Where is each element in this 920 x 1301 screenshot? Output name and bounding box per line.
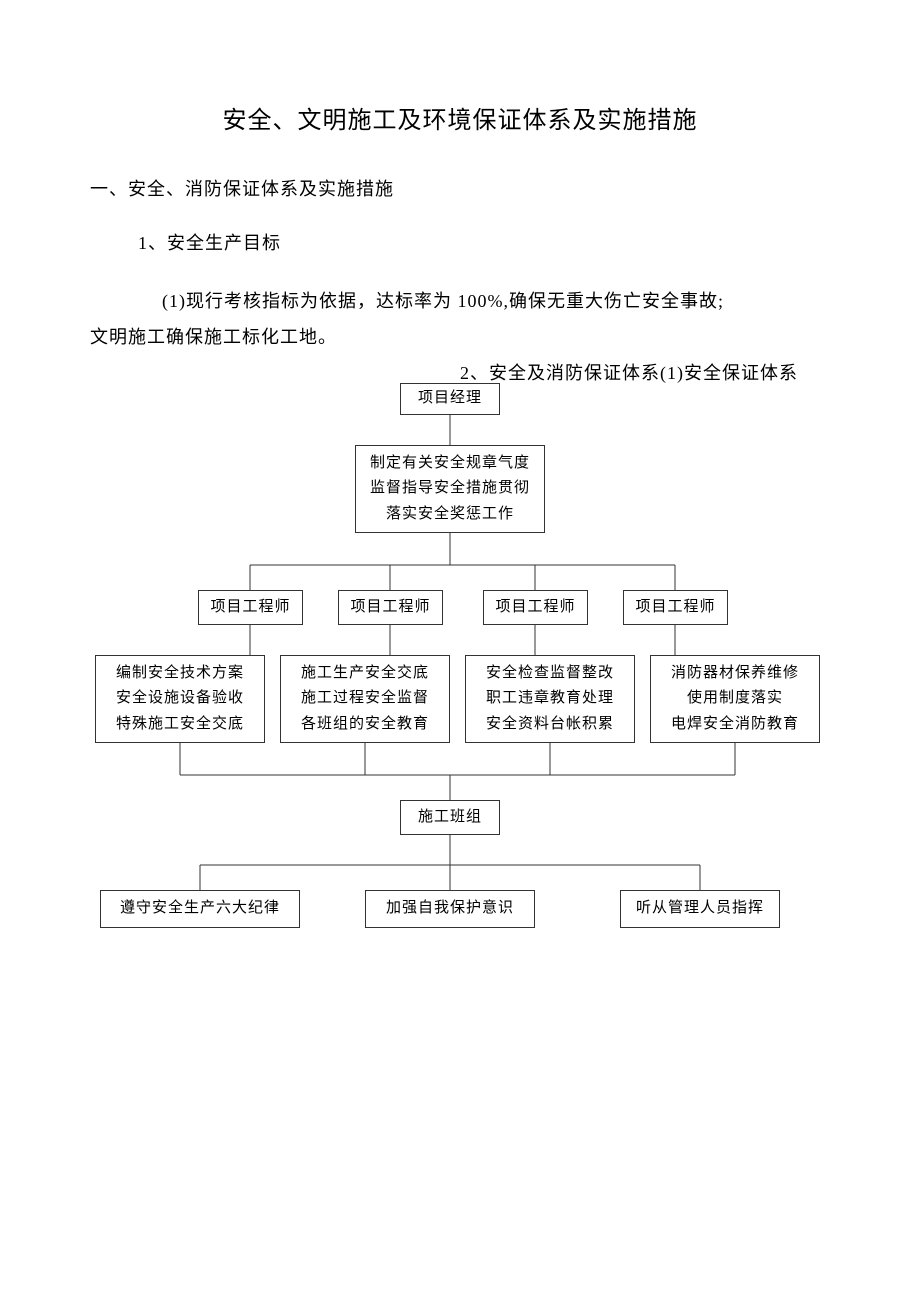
node-duty-3: 安全检查监督整改 职工违章教育处理 安全资料台帐积累 [465, 655, 635, 743]
node-label: 项目经理 [418, 386, 482, 412]
org-chart: 2、安全及消防保证体系(1)安全保证体系 [90, 365, 830, 1005]
node-label: 听从管理人员指挥 [636, 896, 764, 922]
node-duty-4: 消防器材保养维修 使用制度落实 电焊安全消防教育 [650, 655, 820, 743]
paragraph-1a: (1)现行考核指标为依据，达标率为 100%,确保无重大伤亡安全事故; [90, 283, 830, 319]
node-line: 各班组的安全教育 [301, 712, 429, 738]
node-engineer-4: 项目工程师 [623, 590, 728, 625]
node-engineer-3: 项目工程师 [483, 590, 588, 625]
node-team: 施工班组 [400, 800, 500, 835]
node-directives: 制定有关安全规章气度 监督指导安全措施贯彻 落实安全奖惩工作 [355, 445, 545, 533]
node-line: 电焊安全消防教育 [671, 712, 799, 738]
node-label: 项目工程师 [495, 595, 575, 621]
node-engineer-1: 项目工程师 [198, 590, 303, 625]
node-line: 施工过程安全监督 [301, 686, 429, 712]
node-rule-3: 听从管理人员指挥 [620, 890, 780, 928]
node-label: 项目工程师 [210, 595, 290, 621]
node-line: 安全资料台帐积累 [486, 712, 614, 738]
node-label: 加强自我保护意识 [386, 896, 514, 922]
node-line: 监督指导安全措施贯彻 [370, 476, 530, 502]
page-title: 安全、文明施工及环境保证体系及实施措施 [90, 100, 830, 135]
section-heading-1: 一、安全、消防保证体系及实施措施 [90, 175, 830, 201]
node-line: 安全设施设备验收 [116, 686, 244, 712]
node-line: 落实安全奖惩工作 [386, 502, 514, 528]
node-line: 使用制度落实 [687, 686, 783, 712]
node-label: 项目工程师 [635, 595, 715, 621]
node-rule-2: 加强自我保护意识 [365, 890, 535, 928]
node-label: 项目工程师 [350, 595, 430, 621]
node-engineer-2: 项目工程师 [338, 590, 443, 625]
paragraph-1b: 文明施工确保施工标化工地。 [90, 319, 830, 355]
node-label: 施工班组 [418, 805, 482, 831]
node-line: 消防器材保养维修 [671, 661, 799, 687]
node-label: 遵守安全生产六大纪律 [120, 896, 280, 922]
node-project-manager: 项目经理 [400, 383, 500, 415]
node-line: 编制安全技术方案 [116, 661, 244, 687]
node-duty-1: 编制安全技术方案 安全设施设备验收 特殊施工安全交底 [95, 655, 265, 743]
subheading-1: 1、安全生产目标 [138, 229, 830, 255]
node-line: 职工违章教育处理 [486, 686, 614, 712]
subheading-2: 2、安全及消防保证体系(1)安全保证体系 [460, 359, 798, 385]
node-line: 施工生产安全交底 [301, 661, 429, 687]
node-duty-2: 施工生产安全交底 施工过程安全监督 各班组的安全教育 [280, 655, 450, 743]
node-line: 制定有关安全规章气度 [370, 451, 530, 477]
node-line: 特殊施工安全交底 [116, 712, 244, 738]
node-line: 安全检查监督整改 [486, 661, 614, 687]
node-rule-1: 遵守安全生产六大纪律 [100, 890, 300, 928]
